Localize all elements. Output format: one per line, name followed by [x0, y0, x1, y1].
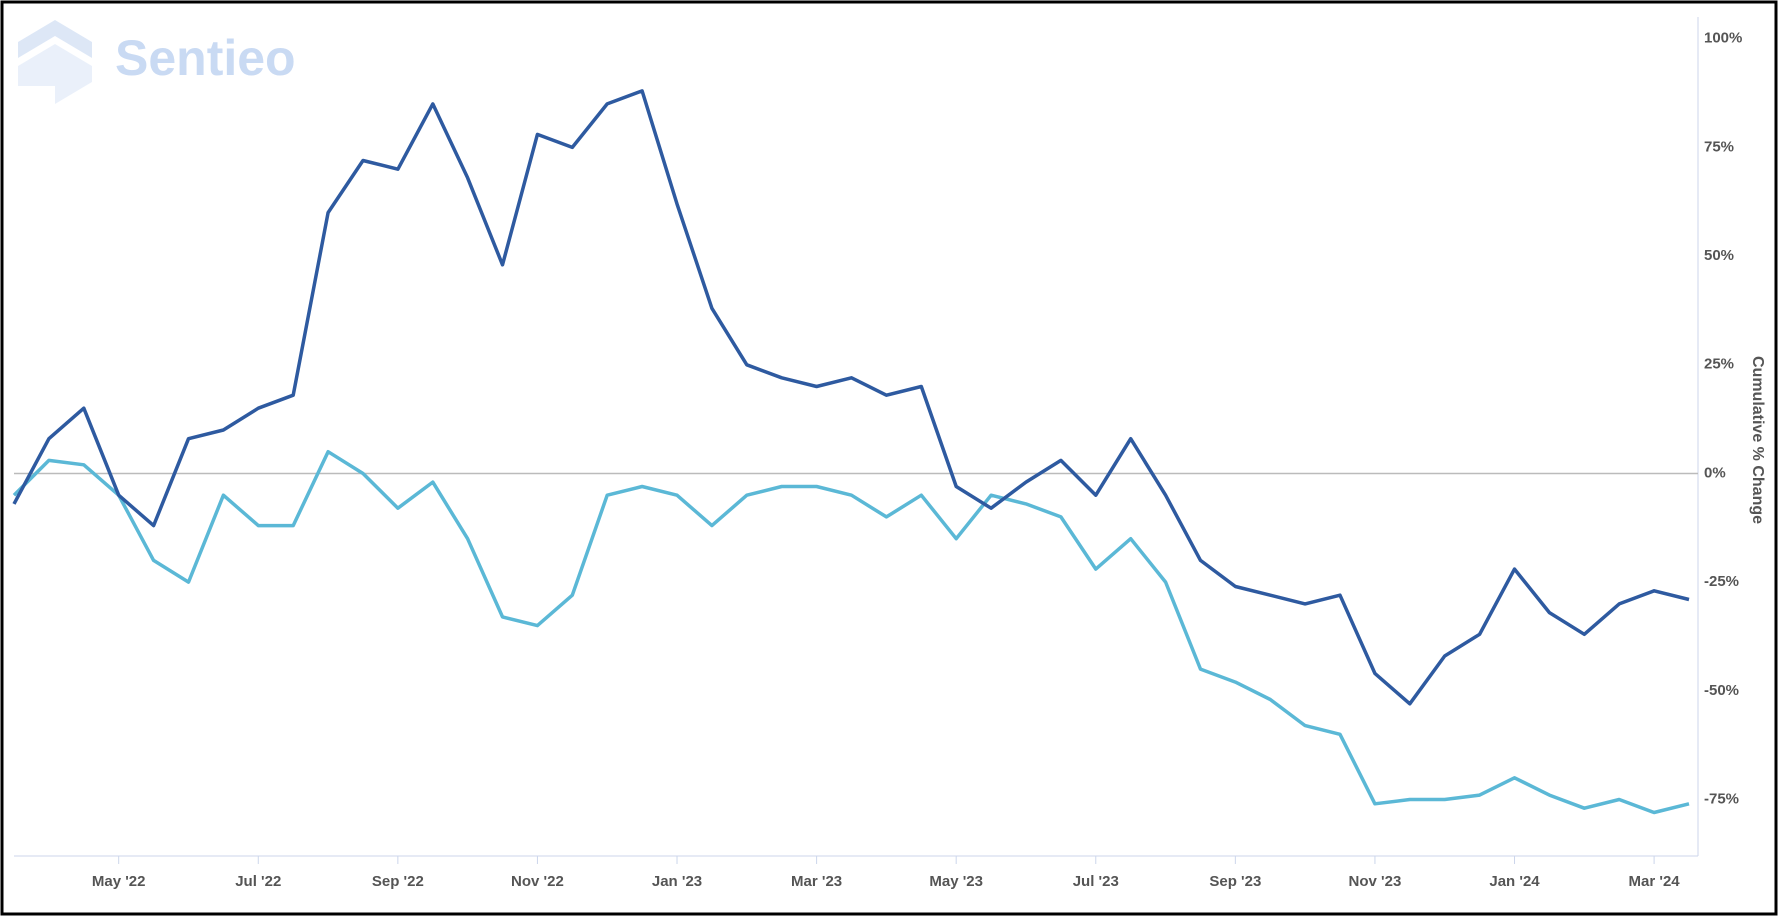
y-tick-label: -50% — [1704, 682, 1739, 699]
x-tick-label: Jan '24 — [1489, 873, 1540, 890]
y-tick-label: 25% — [1704, 356, 1734, 373]
x-tick-label: Jul '23 — [1073, 873, 1119, 890]
y-tick-label: -25% — [1704, 573, 1739, 590]
x-tick-label: Sep '23 — [1209, 873, 1261, 890]
y-axis-title: Cumulative % Change — [1749, 356, 1766, 524]
y-tick-label: -75% — [1704, 790, 1739, 807]
series-line — [12, 89, 1690, 706]
x-tick-label: Nov '23 — [1349, 873, 1402, 890]
x-tick-label: May '23 — [929, 873, 983, 890]
x-tick-label: Sep '22 — [372, 873, 424, 890]
y-tick-label: 0% — [1704, 464, 1726, 481]
x-tick-label: Nov '22 — [511, 873, 564, 890]
x-tick-label: May '22 — [92, 873, 146, 890]
x-tick-label: Jan '23 — [652, 873, 702, 890]
x-tick-label: Mar '23 — [791, 873, 842, 890]
logo — [18, 20, 92, 104]
y-tick-label: 100% — [1704, 30, 1742, 47]
y-tick-label: 50% — [1704, 247, 1734, 264]
x-tick-label: Jul '22 — [235, 873, 281, 890]
watermark: Sentieo — [115, 30, 296, 86]
y-tick-label: 75% — [1704, 138, 1734, 155]
series-line — [12, 449, 1690, 815]
x-tick-label: Mar '24 — [1629, 873, 1681, 890]
